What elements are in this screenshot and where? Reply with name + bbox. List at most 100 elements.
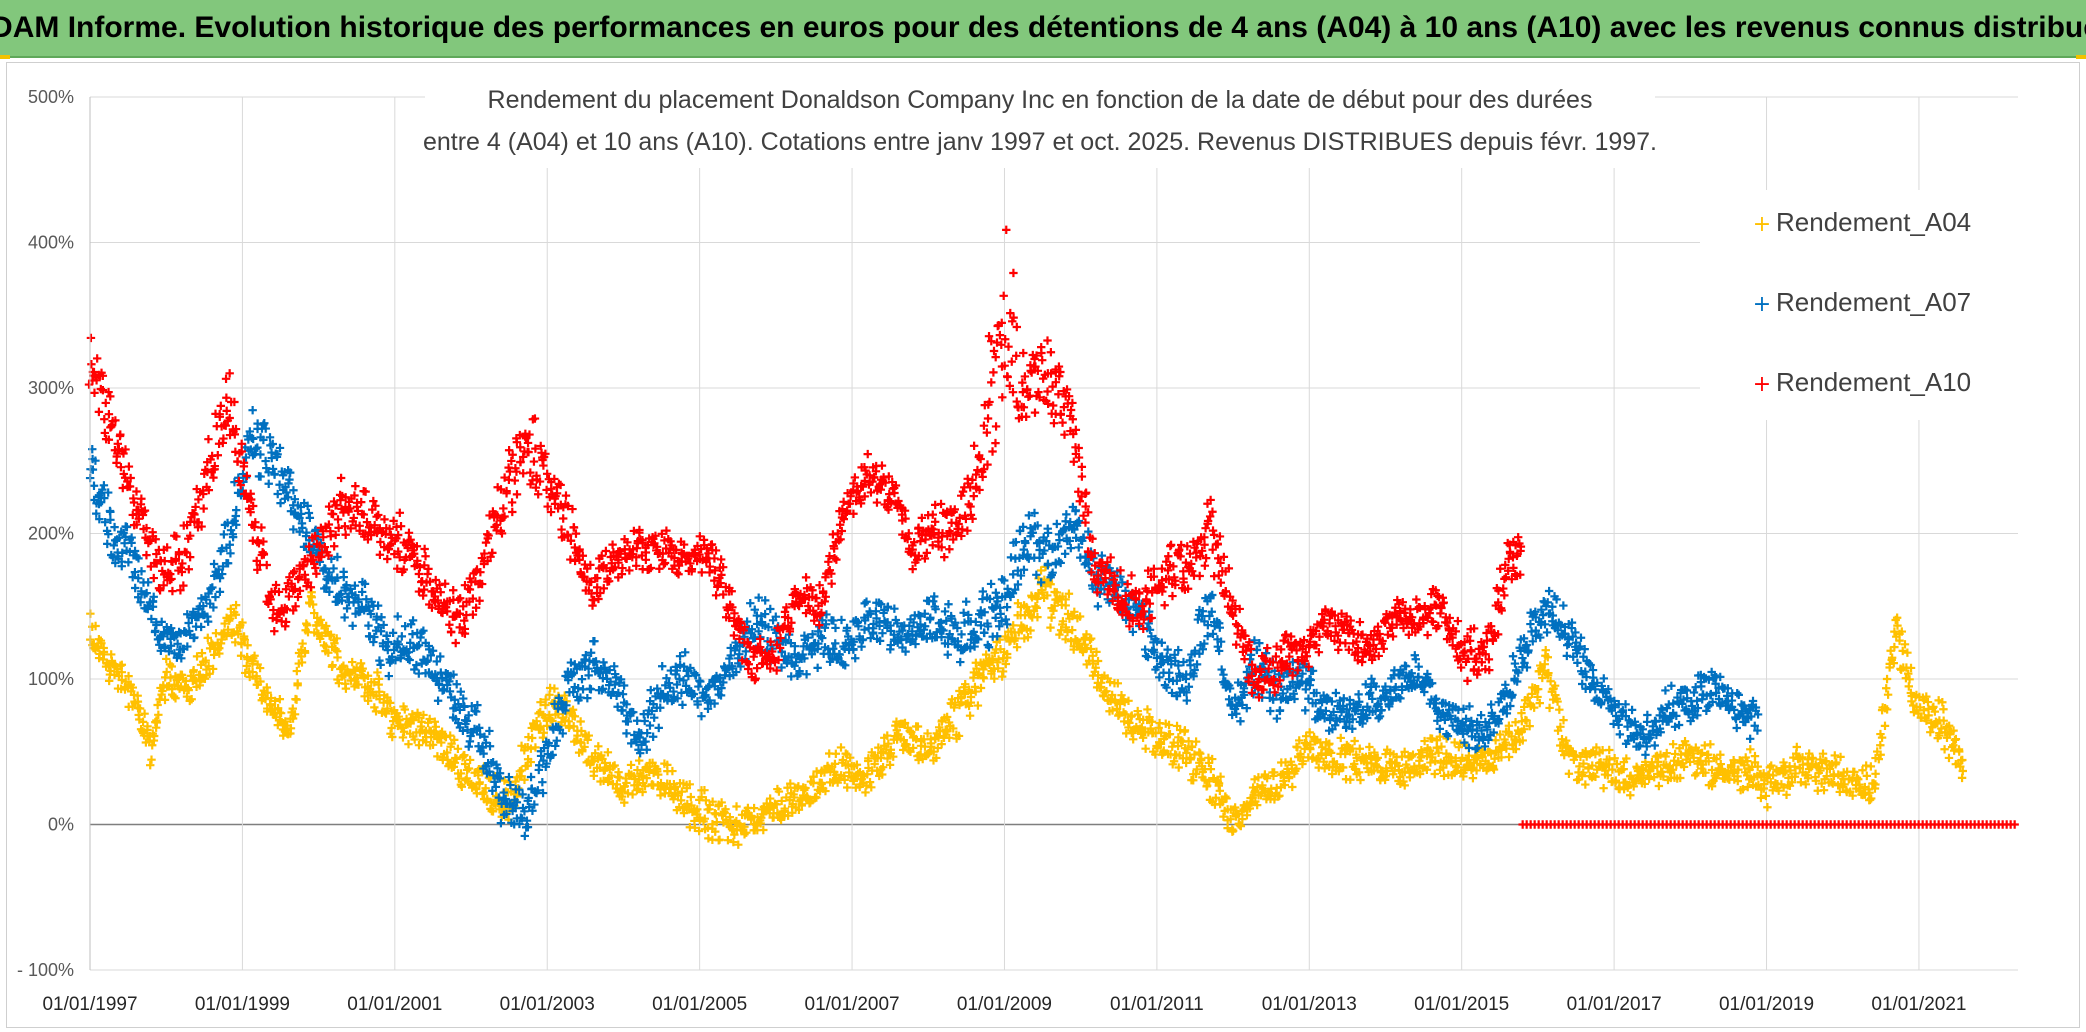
a04-point [1880,721,1890,731]
a04-point [534,709,543,718]
a04-point [1827,777,1836,787]
a04-point [1415,769,1425,779]
a04-point [1036,566,1046,575]
a07-point [1641,750,1650,760]
a04-point [578,747,587,756]
a04-point [222,631,231,641]
a04-point [1865,788,1874,797]
a04-point [1683,751,1693,760]
a04-point [143,722,152,731]
a04-point [457,782,467,791]
a04-point [205,669,214,678]
a04-point [961,680,970,689]
a04-point [1701,768,1710,777]
a04-point [889,752,898,761]
a10-point [336,473,346,483]
a04-point [833,778,842,787]
a04-point [104,676,114,686]
a04-point [454,774,464,783]
a04-point [433,752,442,761]
a04-point [1850,767,1859,777]
a04-point [845,753,855,762]
a04-point [1579,759,1588,768]
a04-point [717,798,726,807]
a04-point [734,840,743,849]
a04-point [488,807,498,816]
a04-point [1293,743,1302,752]
a07-point [264,479,273,488]
a04-point [162,654,171,664]
a10-point [137,494,146,503]
a07-point [143,578,153,587]
a04-point [481,784,490,793]
a10-point [87,360,96,369]
a04-point [128,683,138,692]
a04-point [152,718,162,727]
a04-point [990,648,999,657]
a04-point [252,671,261,681]
a04-point [1288,782,1297,792]
a04-point [1632,762,1641,771]
a04-point [594,742,603,751]
a04-point [1236,821,1246,831]
a07-point [632,716,642,725]
a04-point [1561,736,1571,745]
a04-point [1792,742,1801,752]
a04-point [177,670,187,680]
a07-point [1001,615,1011,624]
a04-point [1075,612,1085,621]
a10-point [270,627,279,636]
a07-point [215,587,225,597]
a07-point [465,737,475,746]
a04-point [1342,740,1352,750]
a04-point [777,796,786,806]
a07-point [340,613,349,622]
a04-point [1903,648,1912,657]
a04-point [1400,781,1409,790]
a04-point [236,651,246,660]
a07-point [276,498,285,508]
a07-point [89,481,99,490]
a04-point [960,689,970,699]
a04-point [1173,741,1183,751]
a07-point [1275,706,1285,715]
a04-point [1557,735,1567,744]
a07-point [219,530,229,539]
a04-point [1898,646,1907,656]
a04-point [270,696,280,706]
a04-point [1517,708,1526,718]
a04-point [1214,779,1224,788]
a04-point [1295,736,1304,745]
a04-point [1113,679,1123,688]
a04-point [419,710,428,720]
a04-point [1258,781,1267,790]
a04-point [974,669,984,678]
a04-point [167,662,176,671]
a04-point [348,657,357,667]
a07-point [1692,696,1702,706]
a04-point [1743,782,1752,792]
a07-point [472,707,481,716]
a04-point [626,760,636,770]
a07-point [1435,724,1445,734]
a10-point [374,510,383,520]
a04-point [811,792,820,802]
a04-point [1906,663,1916,673]
a04-point [1874,754,1883,764]
a04-point [1817,779,1826,788]
a10-point [499,504,508,513]
a04-point [1211,793,1221,802]
a04-point [1904,669,1913,678]
a04-point [1801,780,1810,789]
a04-point [1063,627,1072,637]
a04-point [1275,791,1284,800]
a10-point [100,414,109,424]
a04-point [620,798,629,807]
a07-point [697,711,706,721]
a04-point [954,731,964,741]
a07-point [813,663,822,673]
a10-point [529,457,539,466]
a07-point [1627,705,1637,715]
a04-point [446,742,455,751]
a04-point [1518,736,1527,745]
